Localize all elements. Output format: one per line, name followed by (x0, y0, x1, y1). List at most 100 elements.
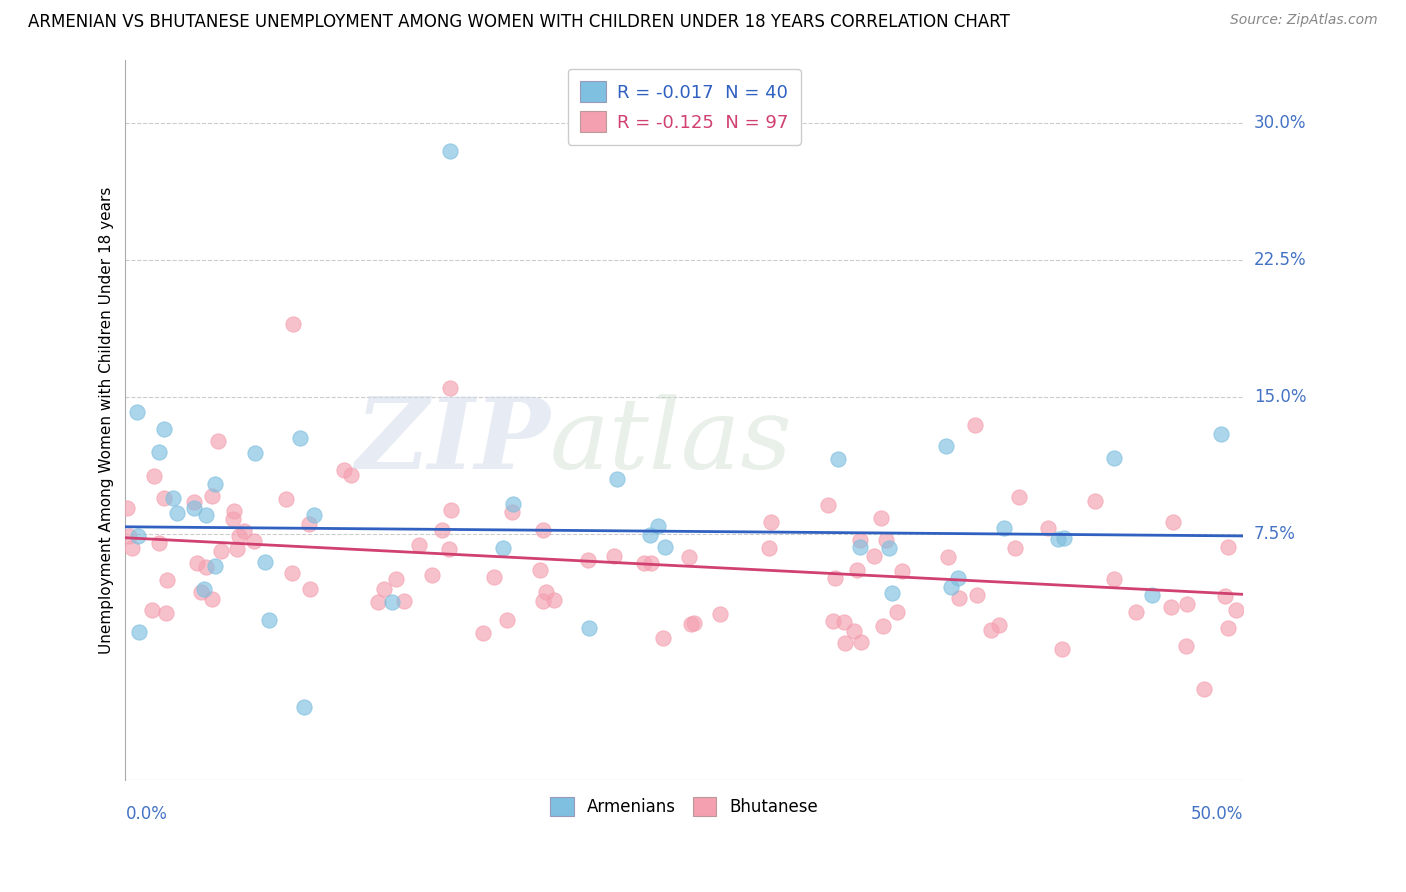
Point (290, 431, 312, 445)
Point (863, 549, 886, 563)
Point (204, 558, 226, 573)
Point (842, 624, 865, 638)
Point (128, 625, 150, 640)
Point (1213, 589, 1236, 603)
Point (233, 524, 256, 539)
Point (1036, 521, 1059, 535)
Point (640, 556, 662, 570)
Point (939, 580, 962, 594)
Point (148, 536, 170, 550)
Point (1175, 597, 1198, 611)
Point (502, 497, 524, 511)
Point (297, 517, 319, 532)
Point (472, 626, 495, 640)
Point (226, 542, 249, 557)
Point (298, 582, 321, 596)
Point (253, 555, 276, 569)
Point (758, 541, 780, 555)
Point (1174, 639, 1197, 653)
Point (228, 529, 250, 543)
Point (162, 491, 184, 505)
Point (576, 552, 599, 566)
Point (845, 563, 868, 577)
Point (274, 491, 297, 506)
Point (1004, 541, 1026, 556)
Point (143, 468, 166, 483)
Point (848, 540, 870, 554)
Point (543, 592, 565, 607)
Point (817, 498, 839, 512)
Point (870, 511, 893, 525)
Point (422, 568, 444, 582)
Point (183, 495, 205, 509)
Point (1050, 641, 1073, 656)
Point (948, 571, 970, 585)
Point (603, 549, 626, 564)
Point (821, 614, 844, 628)
Point (439, 381, 461, 395)
Point (392, 594, 415, 608)
Point (340, 467, 363, 482)
Point (127, 529, 149, 543)
Point (281, 317, 304, 331)
Point (118, 529, 141, 543)
Point (183, 500, 205, 515)
Point (849, 635, 872, 649)
Point (832, 615, 855, 629)
Point (385, 572, 408, 586)
Point (207, 434, 229, 448)
Point (115, 500, 138, 515)
Point (980, 623, 1002, 637)
Point (834, 636, 856, 650)
Point (882, 586, 904, 600)
Point (948, 591, 970, 605)
Point (381, 595, 404, 609)
Point (1125, 605, 1147, 619)
Point (257, 613, 280, 627)
Point (243, 533, 266, 548)
Y-axis label: Unemployment Among Women with Children Under 18 years: Unemployment Among Women with Children U… (100, 186, 114, 654)
Point (432, 523, 454, 537)
Point (492, 541, 515, 556)
Text: 15.0%: 15.0% (1254, 388, 1306, 406)
Point (292, 700, 315, 714)
Point (709, 607, 731, 621)
Point (440, 503, 463, 517)
Point (849, 533, 872, 547)
Point (886, 605, 908, 619)
Point (195, 508, 218, 523)
Point (934, 439, 956, 453)
Point (890, 565, 912, 579)
Point (209, 543, 232, 558)
Point (678, 549, 700, 564)
Point (367, 595, 389, 609)
Point (501, 505, 523, 519)
Point (877, 541, 900, 555)
Text: 30.0%: 30.0% (1254, 114, 1306, 133)
Point (190, 585, 212, 599)
Point (1008, 490, 1031, 504)
Point (1160, 599, 1182, 614)
Text: 7.5%: 7.5% (1254, 525, 1296, 543)
Point (1218, 621, 1240, 635)
Point (638, 528, 661, 542)
Point (127, 405, 149, 419)
Point (243, 446, 266, 460)
Point (302, 508, 325, 523)
Point (222, 512, 245, 526)
Point (1102, 572, 1125, 586)
Point (759, 515, 782, 529)
Point (633, 557, 655, 571)
Point (153, 491, 176, 506)
Point (1216, 540, 1239, 554)
Point (204, 477, 226, 491)
Point (1102, 450, 1125, 465)
Text: ARMENIAN VS BHUTANESE UNEMPLOYMENT AMONG WOMEN WITH CHILDREN UNDER 18 YEARS CORR: ARMENIAN VS BHUTANESE UNEMPLOYMENT AMONG… (28, 13, 1010, 31)
Point (1142, 588, 1164, 602)
Point (679, 617, 702, 632)
Point (195, 560, 218, 574)
Point (373, 582, 395, 596)
Point (1192, 681, 1215, 696)
Point (647, 518, 669, 533)
Text: atlas: atlas (550, 394, 793, 490)
